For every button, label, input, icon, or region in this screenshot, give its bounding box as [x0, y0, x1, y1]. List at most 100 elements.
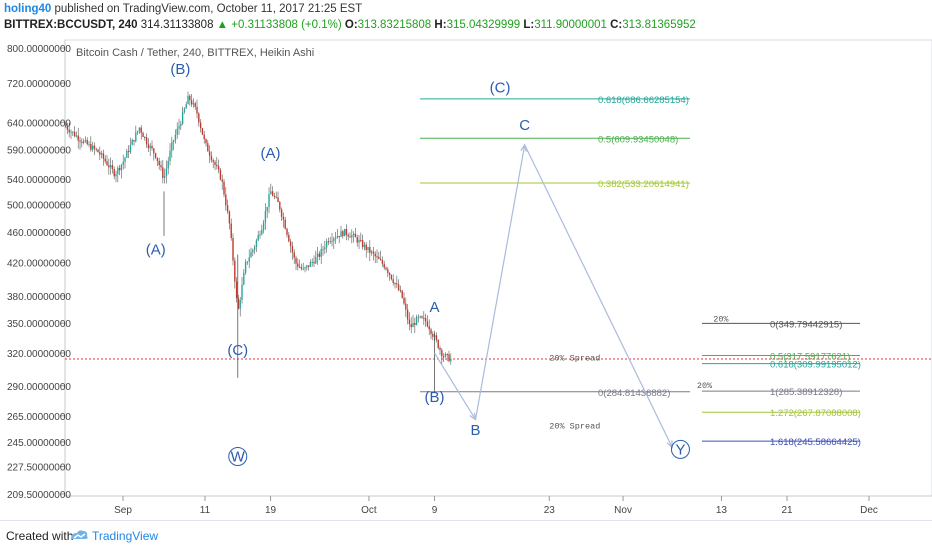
wave-label: (C): [490, 79, 511, 96]
wave-label: (C): [227, 342, 248, 359]
low-label: L:: [523, 19, 535, 31]
candle-body: [129, 144, 132, 153]
wave-label: B: [470, 422, 480, 439]
candle-body: [275, 196, 277, 198]
candle-body: [185, 104, 187, 109]
candle-body: [133, 139, 135, 142]
candle-body: [316, 253, 319, 258]
footer: Created with TradingView: [0, 520, 932, 551]
candle-body: [354, 233, 357, 238]
fib-level-label: 0.5(317.59177621): [770, 352, 850, 363]
candle-body: [84, 140, 87, 142]
wave-labels: (B) (A) (C) (A) A (B) B C (C) Y W: [146, 61, 690, 466]
candle-body: [442, 356, 445, 358]
candle-body: [262, 222, 265, 230]
candle-body: [82, 140, 85, 143]
candle-body: [441, 349, 443, 357]
candle-body: [338, 235, 340, 237]
candle-body: [149, 145, 151, 149]
fib-level-label: 0(284.81436882): [598, 388, 670, 399]
candle-body: [423, 317, 425, 319]
candle-body: [405, 303, 407, 310]
y-tick-label: 420.00000000: [7, 258, 71, 269]
candle-body: [298, 266, 301, 268]
tradingview-brand[interactable]: TradingView: [92, 529, 159, 543]
candle-body: [329, 241, 331, 243]
candle-body: [365, 244, 367, 250]
candle-body: [322, 249, 324, 251]
candle-body: [154, 153, 157, 158]
candle-body: [295, 257, 297, 264]
candle-body: [136, 131, 139, 133]
x-axis: Sep 11 19 Oct 9 23 Nov 13 21 Dec: [114, 496, 878, 516]
wave-label: C: [519, 117, 530, 134]
candle-body: [196, 106, 198, 114]
candle-body: [235, 281, 238, 299]
candle-body: [79, 140, 81, 142]
author-name[interactable]: holing40: [4, 3, 52, 15]
candle-body: [383, 263, 385, 268]
wave-label-circle: [228, 446, 248, 466]
candle-body: [221, 179, 223, 182]
low-value: 311.90000001: [534, 19, 607, 31]
candle-body: [424, 318, 427, 322]
x-tick-label: 11: [200, 505, 211, 516]
wave-label: A: [430, 299, 440, 316]
price-chart[interactable]: Bitcoin Cash / Tether, 240, BITTREX, Hei…: [0, 36, 932, 520]
candle-body: [347, 234, 349, 237]
candle-body: [340, 231, 342, 237]
candle-body: [428, 326, 430, 330]
fib-levels: 0.618(686.66285154) 0.5(609.93450048) 0.38…: [65, 95, 932, 448]
candle-body: [203, 134, 205, 140]
candle-body: [144, 137, 146, 139]
candle-body: [120, 164, 123, 171]
candle-body: [302, 268, 304, 270]
candle-body: [426, 321, 429, 327]
y-tick-label: 320.00000000: [7, 349, 71, 360]
candle-body: [331, 241, 333, 243]
candle-body: [360, 239, 362, 241]
candle-body: [192, 103, 195, 105]
candle-body: [293, 252, 295, 258]
candle-body: [370, 251, 373, 253]
candle-body: [64, 126, 67, 128]
candle-body: [176, 128, 178, 135]
candle-body: [219, 169, 222, 180]
y-tick-label: 209.50000000: [7, 490, 71, 501]
y-tick-label: 640.00000000: [7, 118, 71, 129]
candle-body: [450, 358, 452, 362]
candle-body: [280, 209, 283, 217]
candle-body: [127, 151, 130, 153]
wave-label: (B): [425, 389, 445, 406]
projection-segment: [524, 144, 673, 448]
y-tick-label: 460.00000000: [7, 228, 71, 239]
candle-body: [253, 247, 256, 250]
candle-body: [124, 157, 126, 162]
y-tick-label: 350.00000000: [7, 319, 71, 330]
candle-body: [91, 145, 94, 150]
x-tick-label: Dec: [860, 505, 878, 516]
candle-body: [183, 108, 186, 113]
candle-body: [243, 272, 245, 285]
x-tick-label: 23: [544, 505, 556, 516]
candle-body: [421, 316, 423, 318]
candle-body: [307, 265, 310, 267]
annotation-text: 20% Spread: [549, 422, 600, 432]
candle-body: [93, 145, 96, 149]
candle-body: [325, 241, 328, 248]
candle-body: [246, 261, 249, 263]
candle-body: [81, 141, 83, 143]
candle-body: [113, 169, 115, 177]
fib-level-label: 1.272(267.87088008): [770, 408, 861, 419]
candle-body: [430, 329, 432, 334]
candle-body: [361, 240, 364, 248]
candle-body: [162, 167, 164, 178]
candle-body: [252, 249, 254, 253]
candle-body: [363, 244, 366, 248]
y-tick-label: 720.00000000: [7, 79, 71, 90]
candle-body: [104, 158, 106, 162]
candle-body: [97, 149, 99, 153]
candle-body: [439, 347, 441, 350]
wave-label: W: [231, 448, 246, 465]
candle-body: [320, 249, 322, 257]
